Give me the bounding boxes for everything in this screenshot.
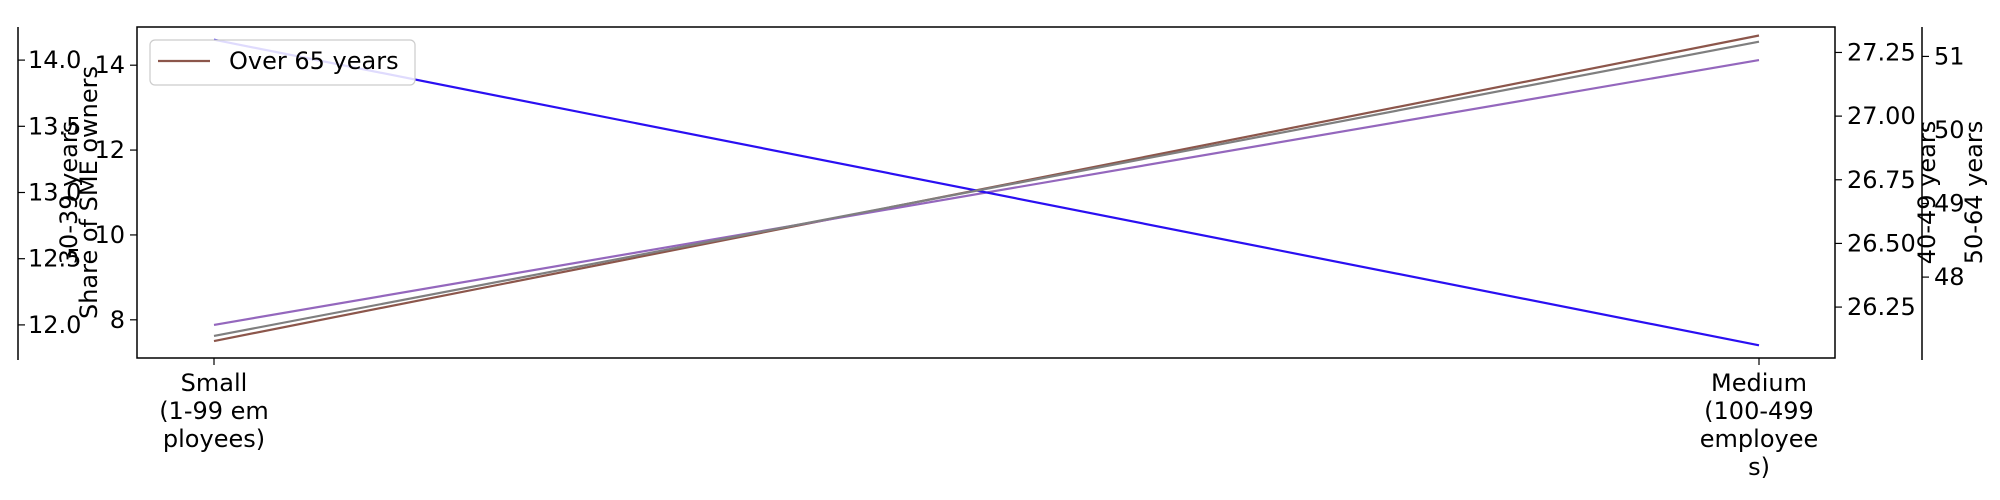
- right1-tick-label: 26.75: [1847, 166, 1916, 194]
- left2-axis-label: 30-39 years: [55, 121, 83, 264]
- legend-box: [149, 39, 416, 86]
- right1-axis-label: 40-49 years: [1913, 121, 1941, 264]
- left2-tick-label: 14.0: [28, 46, 81, 74]
- right2-tick-label: 49: [1934, 190, 1965, 218]
- x-tick-label: Small (1-99 em ployees): [159, 369, 269, 453]
- right2-axis-label: 50-64 years: [1960, 121, 1988, 264]
- x-tick-label: Medium (100-499 employee s): [1700, 369, 1818, 481]
- series-line-2: [213, 38, 1760, 347]
- right2-tick-label: 48: [1934, 263, 1965, 291]
- left2-tick-label: 12.0: [28, 311, 81, 339]
- main-tick-label: 8: [110, 306, 125, 334]
- series-layer: [213, 34, 1760, 347]
- plot-frame: [136, 26, 1836, 359]
- right1-tick-label: 26.50: [1847, 229, 1916, 257]
- right1-tick-label: 26.25: [1847, 293, 1916, 321]
- right2-tick-label: 51: [1934, 42, 1965, 70]
- main-tick-label: 10: [94, 221, 125, 249]
- series-line-3: [213, 40, 1760, 338]
- left2-tick-label: 13.0: [28, 179, 81, 207]
- left2-tick-label: 13.5: [28, 112, 81, 140]
- main-tick-label: 12: [94, 136, 125, 164]
- left2-tick-label: 12.5: [28, 245, 81, 273]
- legend-label: Over 65 years: [229, 47, 399, 75]
- legend: Over 65 years: [149, 39, 416, 86]
- right1-tick-label: 27.25: [1847, 38, 1916, 66]
- main-axis-label: Share of SME owners: [75, 66, 103, 319]
- right2-tick-label: 50: [1934, 116, 1965, 144]
- main-tick-label: 14: [94, 51, 125, 79]
- right1-tick-label: 27.00: [1847, 102, 1916, 130]
